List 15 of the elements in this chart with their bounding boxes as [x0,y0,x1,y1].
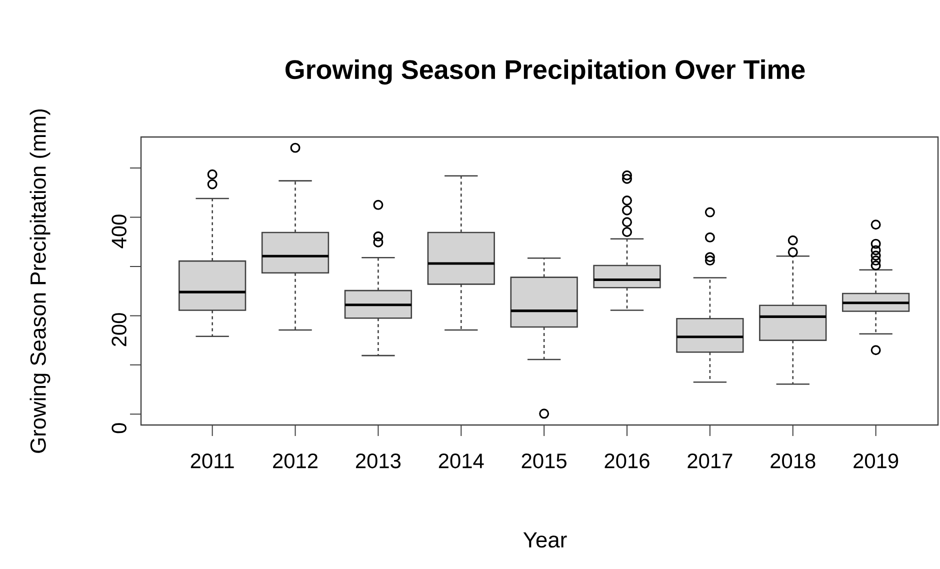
x-axis-title: Year [523,532,567,548]
x-tick-label: 2015 [522,454,566,468]
y-tick-label: 200 [112,313,126,346]
y-tick-label: 0 [112,423,126,434]
x-tick-label: 2012 [273,454,318,468]
x-tick-label: 2018 [770,454,816,468]
chart-title: Growing Season Precipitation Over Time [286,59,805,85]
x-tick-label: 2016 [604,454,650,468]
x-tick-label: 2019 [854,454,898,468]
x-tick-label: 2011 [190,454,234,468]
y-tick-label: 400 [112,214,126,248]
x-tick-label: 2014 [438,454,484,468]
y-axis-title: Growing Season Precipitation (mm) [30,109,50,453]
x-tick-label: 2017 [688,454,732,468]
x-tick-label: 2013 [356,454,401,468]
